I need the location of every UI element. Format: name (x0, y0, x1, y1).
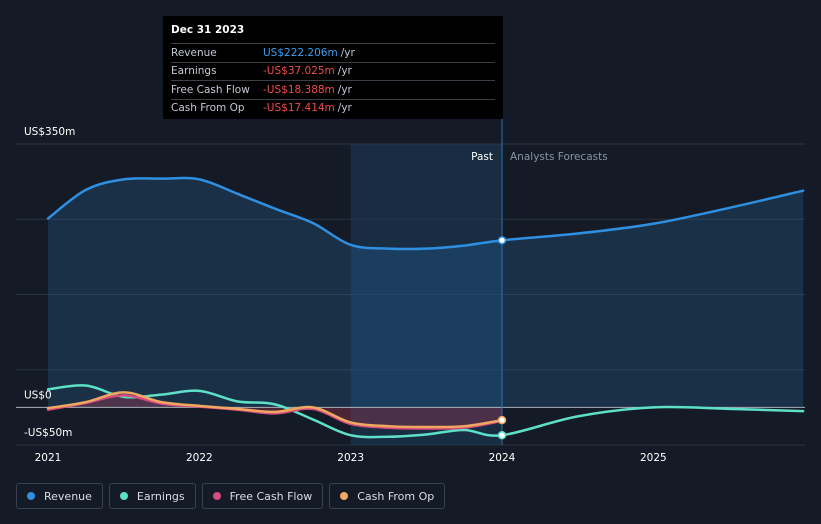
tooltip-row-cash-from-op: Cash From Op -US$17.414m /yr (171, 98, 495, 118)
x-tick-label: 2022 (186, 452, 213, 464)
y-axis-labels: US$350m US$0 -US$50m (24, 126, 75, 439)
tooltip-label: Revenue (171, 46, 217, 59)
past-label: Past (471, 151, 493, 163)
tooltip-row-revenue: Revenue US$222.206m /yr (171, 43, 495, 62)
tooltip-label: Free Cash Flow (171, 83, 250, 96)
revenue-line (46, 176, 805, 251)
tooltip-value: US$222.206m (263, 46, 338, 59)
tooltip-value: -US$17.414m (263, 102, 335, 115)
tooltip-row-earnings: Earnings -US$37.025m /yr (171, 61, 495, 81)
tooltip-value: -US$18.388m (263, 83, 335, 96)
tooltip-unit: /yr (337, 65, 352, 78)
tooltip-unit: /yr (337, 102, 352, 115)
hover-tooltip: Dec 31 2023 Revenue US$222.206m /yr Earn… (163, 16, 503, 119)
earnings-marker (497, 430, 507, 440)
revenue-area (48, 178, 804, 408)
tooltip-label: Cash From Op (171, 102, 245, 115)
legend-item-free-cash-flow[interactable]: Free Cash Flow (201, 483, 324, 509)
y-tick-label: -US$50m (24, 427, 72, 439)
x-tick-label: 2023 (337, 452, 364, 464)
past-region-highlight (350, 144, 502, 445)
x-tick-label: 2021 (35, 452, 62, 464)
tooltip-label: Earnings (171, 65, 217, 78)
legend-label: Cash From Op (357, 489, 435, 503)
tooltip-date: Dec 31 2023 (171, 24, 245, 36)
y-tick-label: US$0 (24, 389, 52, 401)
series-lines (46, 176, 805, 439)
tooltip-unit: /yr (337, 83, 352, 96)
legend-item-revenue[interactable]: Revenue (16, 483, 103, 509)
legend-label: Earnings (136, 489, 185, 503)
tooltip-unit: /yr (340, 46, 355, 59)
legend-item-cash-from-op[interactable]: Cash From Op (329, 483, 446, 509)
chart-legend: Revenue Earnings Free Cash Flow Cash Fro… (16, 483, 446, 509)
tooltip-value: -US$37.025m (263, 65, 335, 78)
cash-from-op-marker (497, 415, 507, 425)
cash-from-op-line (46, 391, 504, 429)
hover-markers (497, 236, 507, 440)
free-cash-flow-line (46, 394, 504, 430)
x-axis-labels: 2021 2022 2023 2024 2025 (35, 452, 667, 464)
revenue-dot-icon (27, 492, 35, 500)
earnings-line (46, 384, 805, 439)
legend-label: Revenue (44, 489, 92, 503)
x-tick-label: 2025 (640, 452, 667, 464)
revenue-marker (497, 236, 507, 245)
legend-label: Free Cash Flow (229, 489, 313, 503)
cash-from-op-dot-icon (340, 492, 349, 500)
tooltip-row-free-cash-flow: Free Cash Flow -US$18.388m /yr (171, 80, 495, 99)
x-tick-label: 2024 (489, 452, 516, 464)
earnings-dot-icon (119, 492, 128, 500)
free-cash-flow-dot-icon (212, 492, 221, 500)
legend-item-earnings[interactable]: Earnings (108, 483, 196, 509)
y-tick-label: US$350m (24, 126, 75, 138)
forecast-label: Analysts Forecasts (510, 151, 608, 163)
